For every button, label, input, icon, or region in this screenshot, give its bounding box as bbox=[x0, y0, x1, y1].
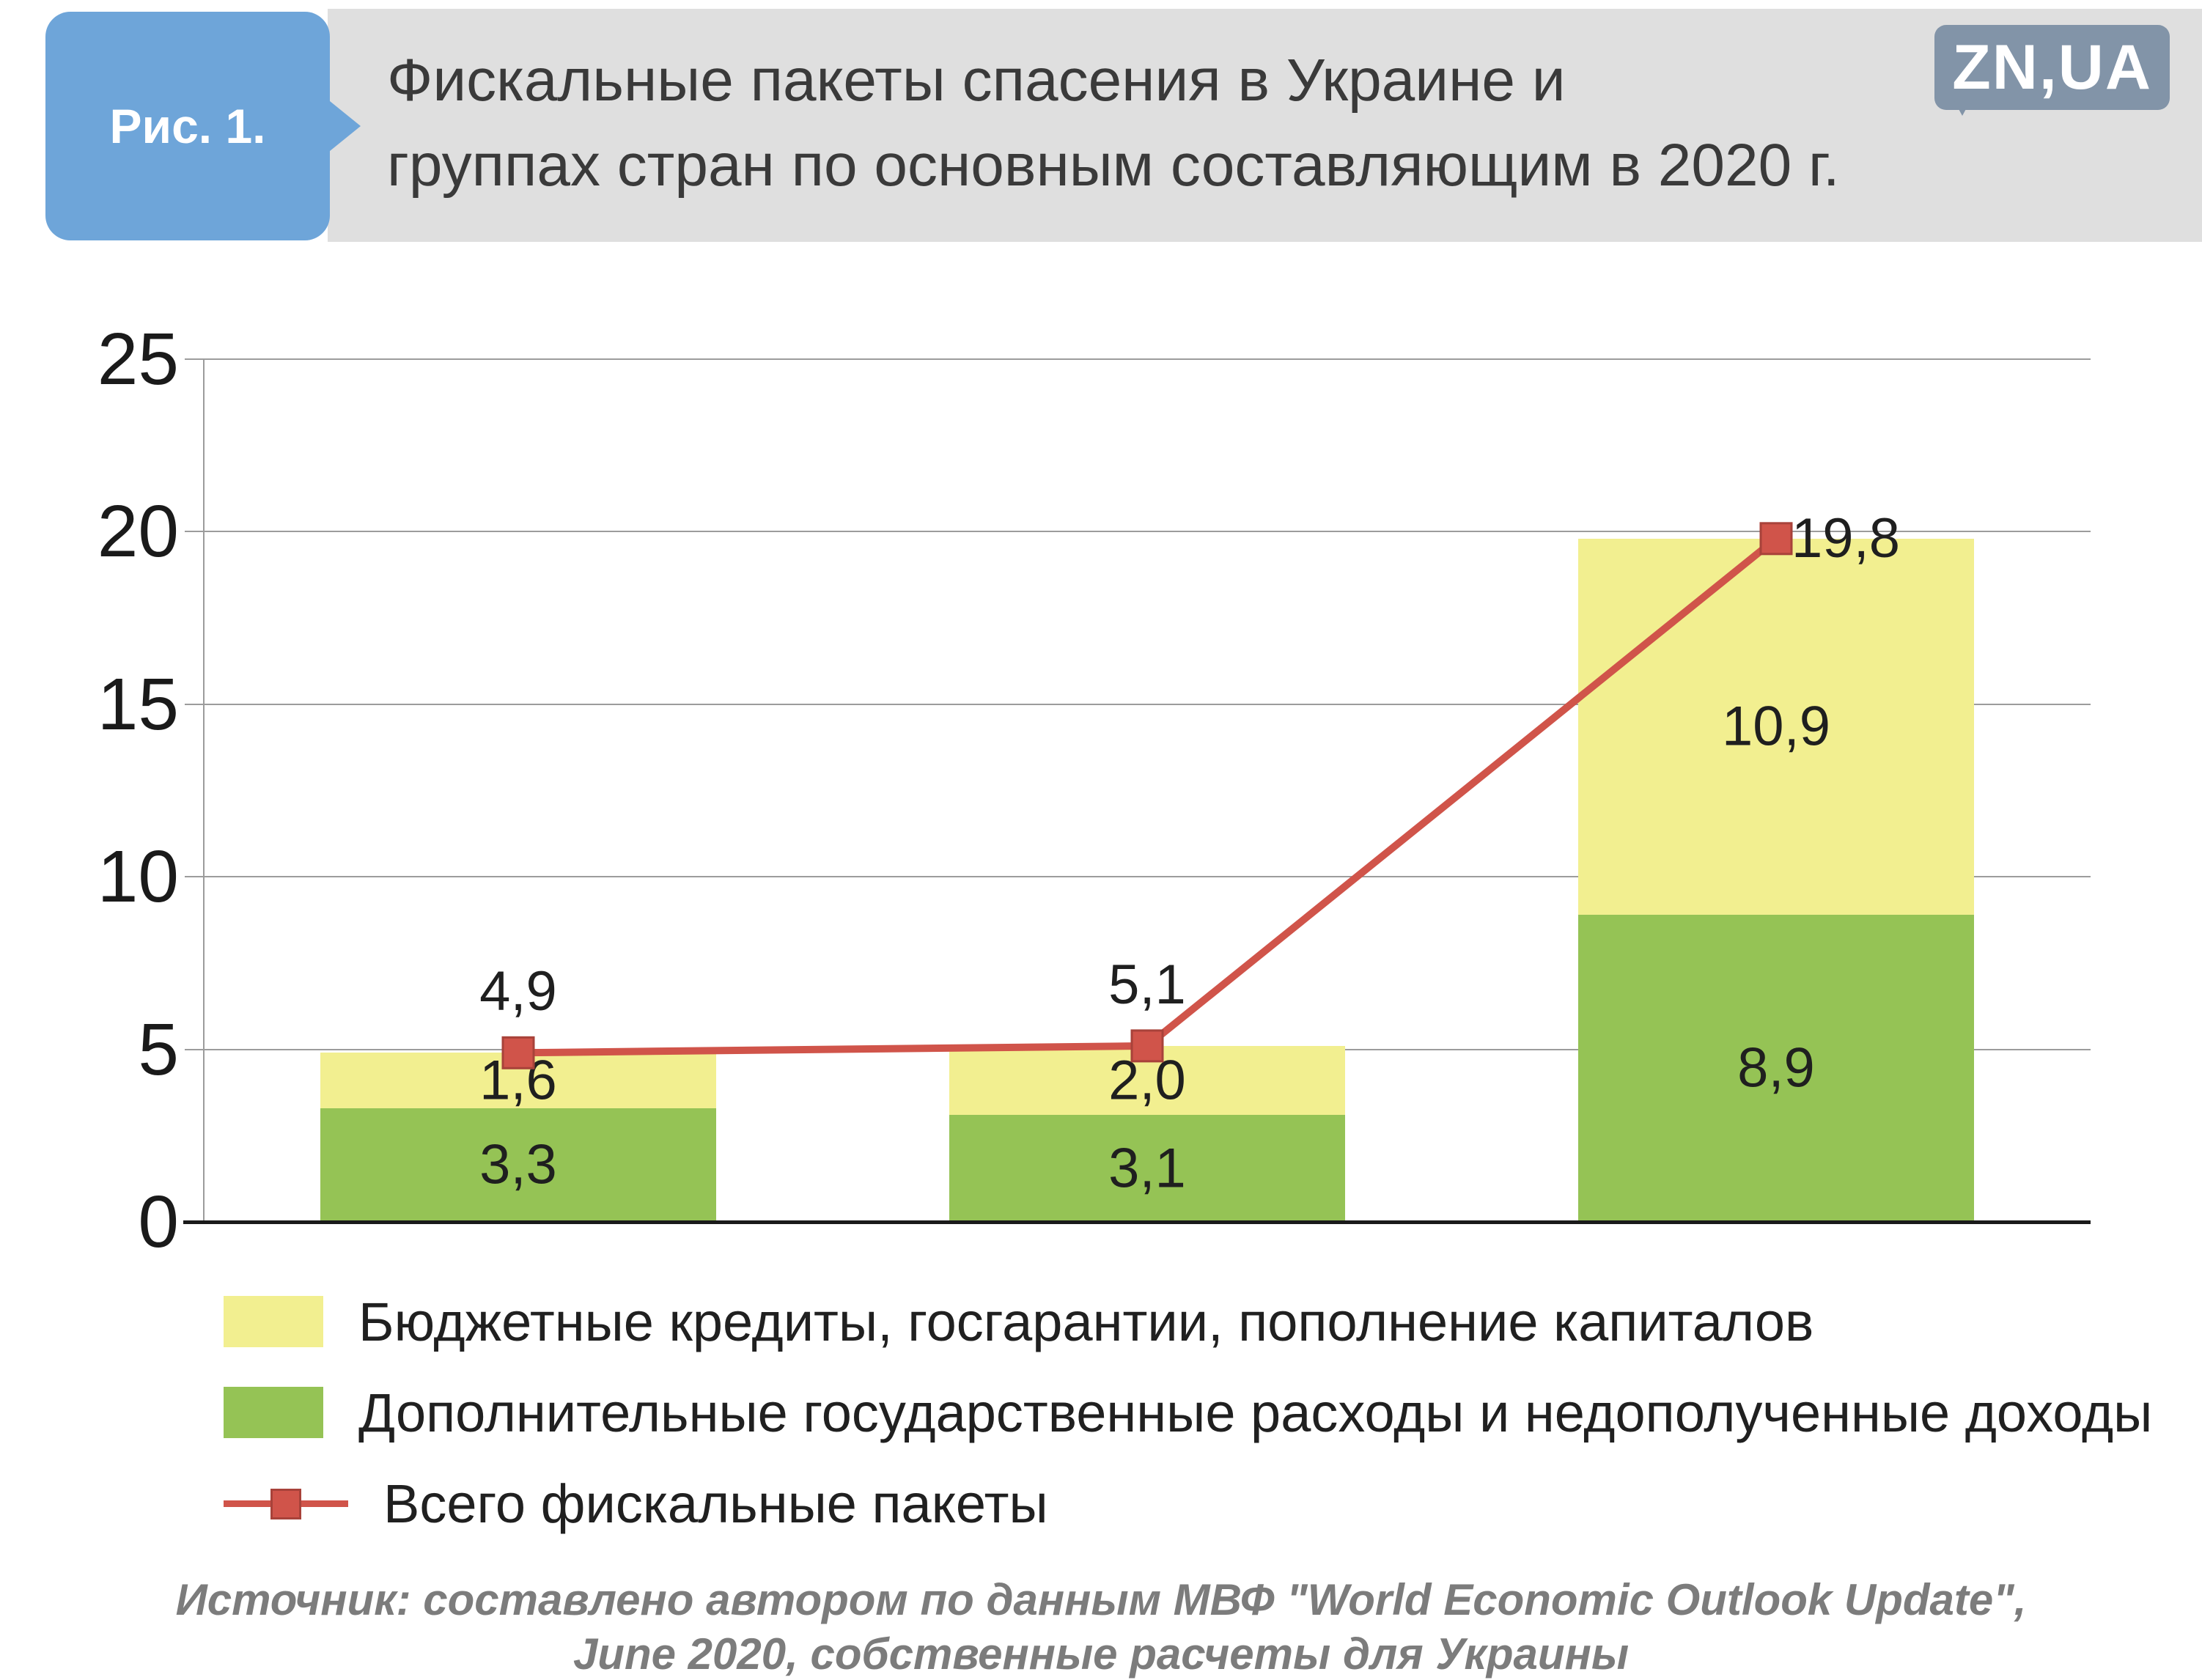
y-tick-label: 15 bbox=[97, 663, 179, 745]
source-line-1: Источник: составлено автором по данным М… bbox=[175, 1575, 2027, 1624]
total-marker bbox=[1130, 1029, 1164, 1063]
total-marker bbox=[501, 1036, 535, 1069]
legend-label-total: Всего фискальные пакеты bbox=[383, 1473, 1048, 1534]
legend-label-gov-expenditures: Дополнительные государственные расходы и… bbox=[358, 1382, 2153, 1443]
bar-value-label-green: 8,9 bbox=[1737, 1036, 1815, 1099]
bar-segment-green bbox=[949, 1115, 1345, 1222]
bar-value-label-green: 3,1 bbox=[1108, 1137, 1186, 1200]
figure-badge-label: Рис. 1. bbox=[109, 99, 266, 153]
y-tick-label: 0 bbox=[138, 1181, 179, 1263]
header-band bbox=[328, 9, 2202, 242]
gridline bbox=[185, 531, 2091, 533]
y-axis: 0 5 10 15 20 25 bbox=[0, 318, 183, 1263]
znua-logo: ZN,UA bbox=[1934, 25, 2170, 116]
legend-item-gov-expenditures: Дополнительные государственные расходы и… bbox=[224, 1382, 2152, 1443]
y-tick-label: 20 bbox=[97, 490, 179, 573]
total-value-label: 4,9 bbox=[479, 960, 557, 1023]
y-tick-label: 25 bbox=[97, 318, 179, 400]
znua-logo-text: ZN,UA bbox=[1952, 32, 2152, 103]
figure-badge-arrow-icon bbox=[330, 101, 361, 151]
bar-segment-green bbox=[320, 1108, 716, 1222]
bar-segment-yellow bbox=[1578, 538, 1974, 915]
plot-area: 3,3 1,6 3,1 2,0 8,9 10,9 4,9 5,1 19,8 bbox=[185, 358, 2091, 1222]
legend-swatch-green bbox=[224, 1387, 323, 1438]
legend-item-budget-credits: Бюджетные кредиты, госгарантии, пополнен… bbox=[224, 1292, 2152, 1352]
source-note: Источник: составлено автором по данным М… bbox=[0, 1573, 2202, 1680]
title-line-2: группах стран по основным составляющим в… bbox=[387, 132, 1840, 199]
total-line-svg bbox=[501, 522, 1793, 1069]
source-line-2: June 2020, собственные расчеты для Украи… bbox=[572, 1629, 1630, 1679]
y-tick-label: 5 bbox=[138, 1008, 179, 1091]
gridline bbox=[185, 703, 2091, 705]
total-value-label: 19,8 bbox=[1792, 506, 1900, 570]
total-value-label: 5,1 bbox=[1108, 953, 1186, 1016]
legend-swatch-yellow bbox=[224, 1296, 323, 1347]
bar-value-label-green: 3,3 bbox=[479, 1133, 557, 1196]
y-axis-line bbox=[203, 359, 205, 1222]
x-axis-line bbox=[183, 1220, 2091, 1224]
legend-item-total: Всего фискальные пакеты bbox=[224, 1473, 2152, 1534]
legend-label-budget-credits: Бюджетные кредиты, госгарантии, пополнен… bbox=[358, 1291, 1814, 1352]
bar-value-label-yellow: 10,9 bbox=[1722, 695, 1830, 758]
legend-marker-icon bbox=[270, 1489, 301, 1519]
y-tick-label: 10 bbox=[97, 836, 179, 918]
total-marker bbox=[1759, 522, 1793, 556]
bar-segment-green bbox=[1578, 914, 1974, 1222]
chart-title: Фискальные пакеты спасения в Украине и г… bbox=[387, 38, 1840, 208]
title-line-1: Фискальные пакеты спасения в Украине и bbox=[387, 47, 1566, 114]
gridline bbox=[185, 358, 2091, 360]
gridline bbox=[185, 876, 2091, 878]
figure-badge: Рис. 1. bbox=[45, 12, 361, 240]
legend-line-sample-icon bbox=[224, 1478, 348, 1529]
legend: Бюджетные кредиты, госгарантии, пополнен… bbox=[224, 1292, 2152, 1534]
